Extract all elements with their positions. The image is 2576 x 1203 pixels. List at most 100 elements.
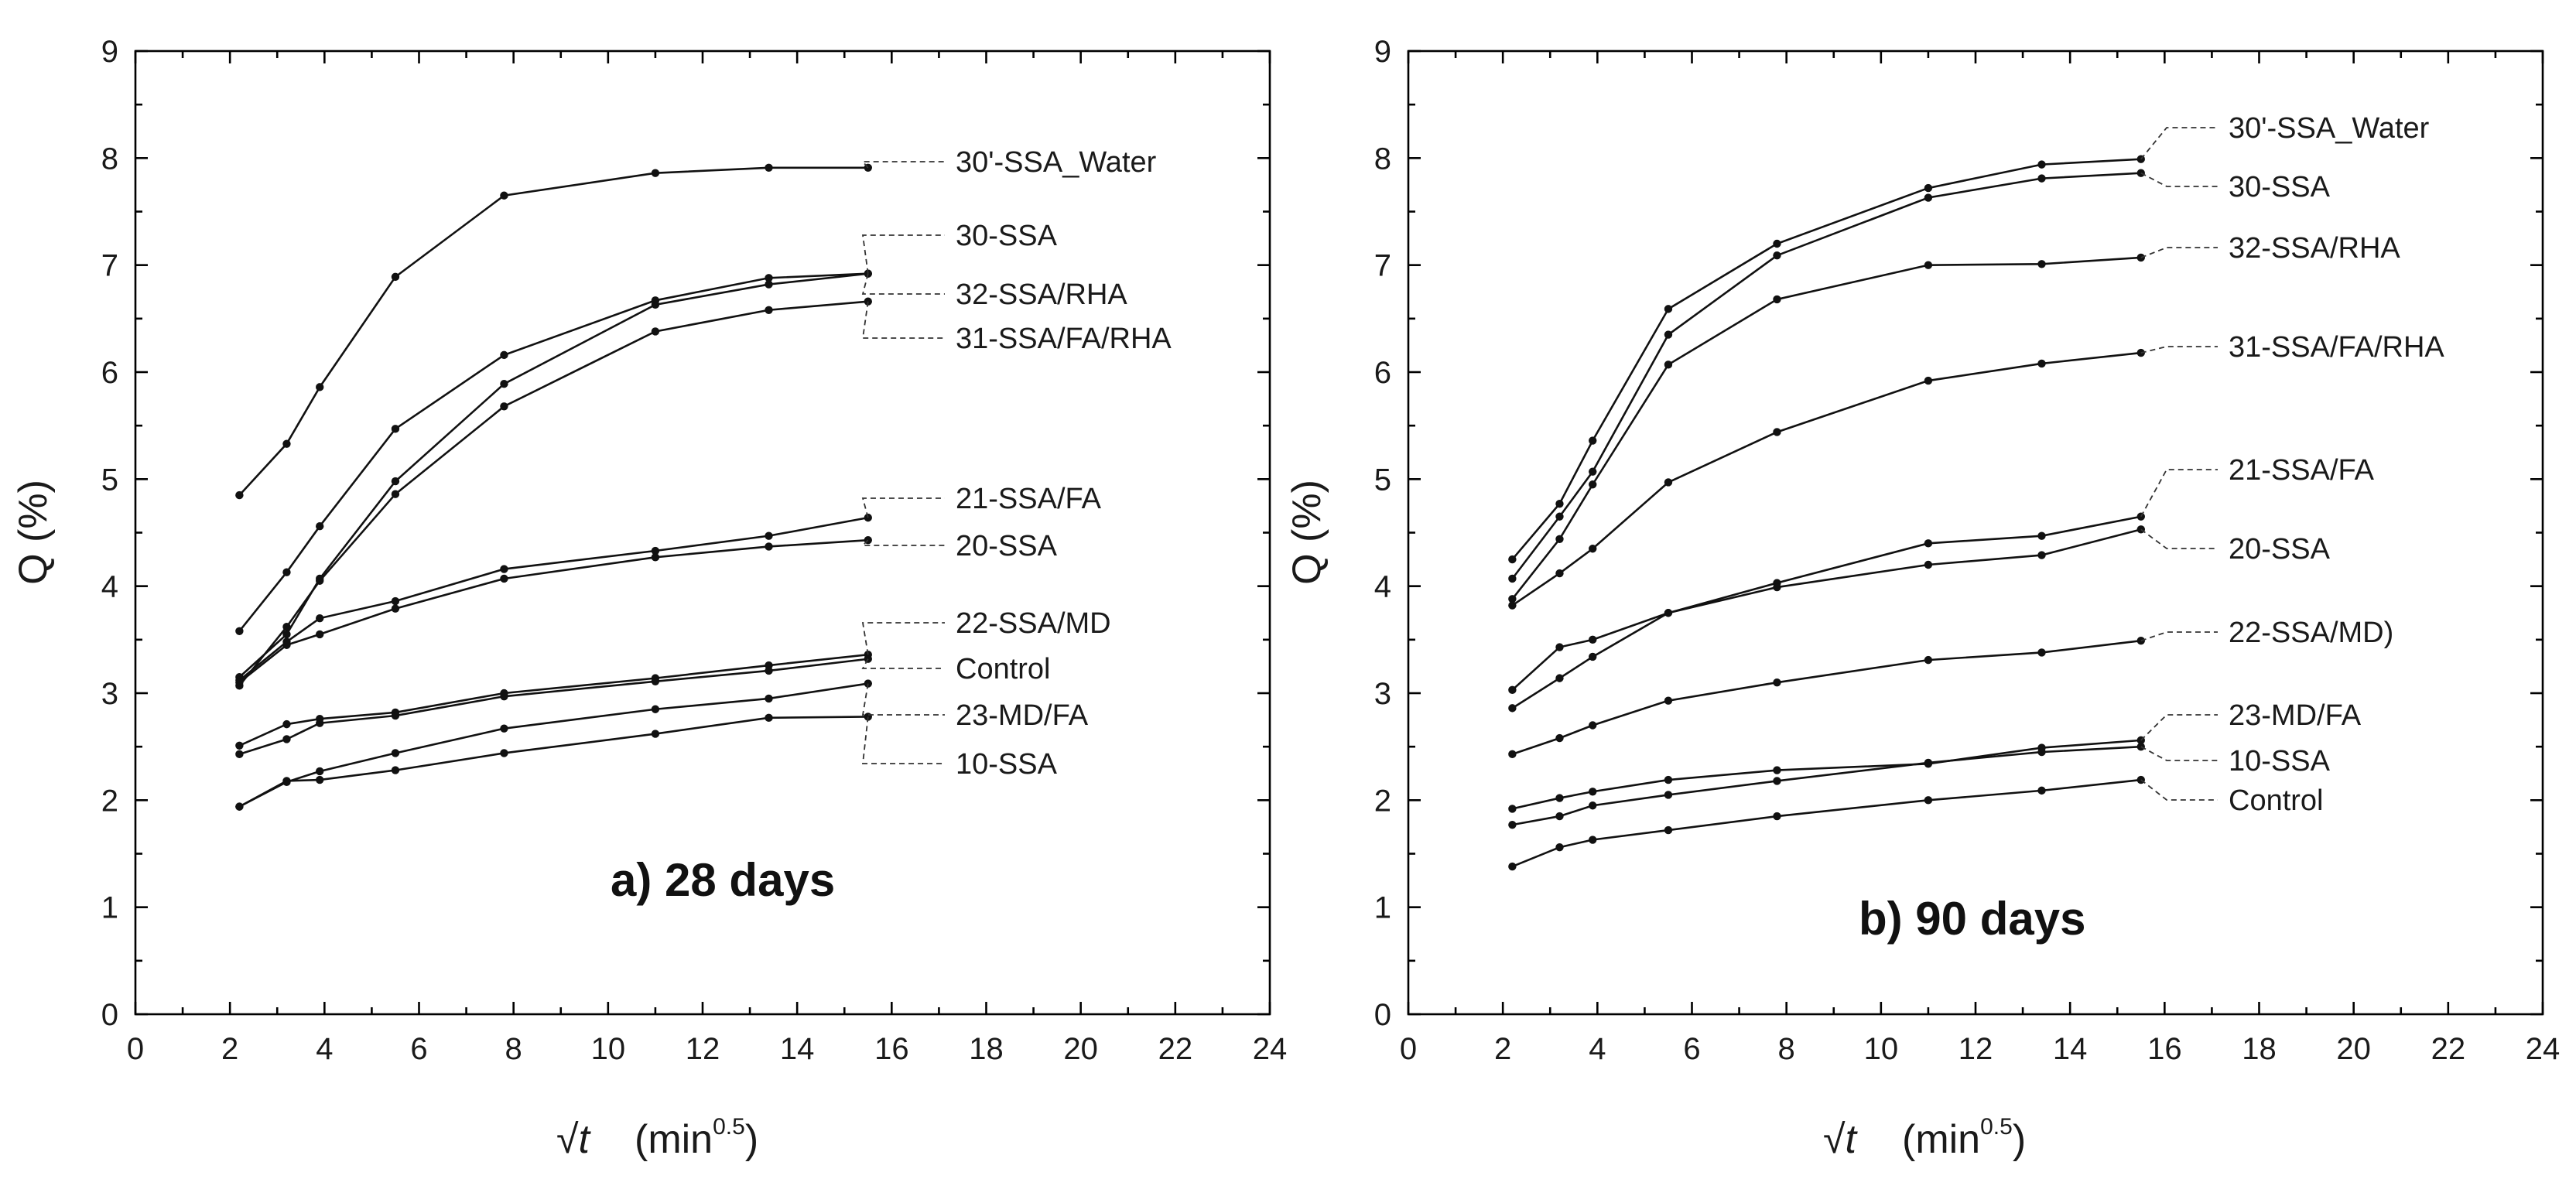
data-point — [1508, 574, 1517, 583]
y-ticks: 0 1 2 3 4 5 6 7 8 9 — [101, 35, 1270, 1032]
x-tick-label: 6 — [1683, 1032, 1700, 1066]
y-tick-label: 9 — [101, 35, 118, 69]
data-point — [1555, 512, 1564, 521]
series-line — [1511, 528, 2142, 709]
data-point — [500, 724, 508, 733]
data-point — [1664, 696, 1673, 705]
series-line — [238, 272, 868, 632]
data-point — [765, 163, 773, 172]
data-point — [2037, 359, 2046, 368]
series-label: 22-SSA/MD — [956, 607, 1111, 640]
series-line — [238, 516, 869, 682]
data-point — [316, 630, 324, 639]
data-point — [391, 711, 400, 720]
series-leader-line — [861, 273, 945, 295]
data-point — [282, 641, 291, 649]
series-label: 10-SSA — [2229, 745, 2331, 778]
data-point — [391, 490, 400, 498]
data-point — [391, 477, 400, 486]
data-point — [651, 730, 660, 738]
y-tick-label: 4 — [1374, 570, 1391, 604]
data-point — [1555, 843, 1564, 852]
panel-title: a) 28 days — [611, 854, 835, 906]
x-tick-label: 20 — [1063, 1032, 1098, 1066]
data-point — [651, 546, 660, 555]
data-point — [500, 350, 508, 360]
series-line — [238, 682, 868, 808]
data-point — [1508, 805, 1517, 813]
data-point — [864, 513, 872, 522]
x-tick-label: 0 — [1400, 1032, 1417, 1066]
series-leader-line — [2140, 346, 2218, 354]
series-line — [1512, 739, 2141, 810]
series-line — [238, 658, 868, 756]
series-label: 32-SSA/RHA — [2229, 232, 2400, 265]
data-point — [500, 749, 508, 757]
x-axis-unit-sup: 0.5 — [713, 1114, 745, 1140]
series-label: 23-MD/FA — [2229, 699, 2362, 732]
x-tick-label: 12 — [1959, 1032, 1993, 1066]
y-tick-label: 4 — [101, 570, 118, 604]
x-tick-label: 14 — [2053, 1032, 2088, 1066]
data-point — [2037, 648, 2046, 657]
y-tick-label: 6 — [101, 356, 118, 390]
series-line — [1512, 745, 2141, 826]
data-point — [1664, 305, 1673, 313]
data-point — [765, 531, 773, 540]
data-point — [500, 574, 508, 583]
y-tick-label: 0 — [1374, 998, 1391, 1032]
y-tick-label: 3 — [101, 677, 118, 711]
data-point — [1508, 601, 1517, 610]
y-tick-label: 8 — [101, 142, 118, 176]
data-point — [765, 274, 773, 282]
series-label: 21-SSA/FA — [2229, 454, 2375, 487]
x-tick-label: 10 — [1864, 1032, 1899, 1066]
data-point — [282, 719, 291, 729]
series-lines — [1508, 155, 2145, 871]
x-tick-label: 18 — [2242, 1032, 2277, 1066]
data-point — [1589, 801, 1597, 810]
data-point — [2037, 174, 2046, 183]
data-point — [235, 750, 244, 759]
series-line — [1511, 351, 2141, 607]
data-point — [765, 694, 773, 703]
data-point — [2037, 260, 2046, 268]
series-line — [238, 166, 868, 496]
series-label: 31-SSA/FA/RHA — [956, 323, 1172, 355]
data-point — [1508, 595, 1517, 603]
series-leader-line — [2140, 714, 2218, 741]
series-leader-line — [860, 539, 945, 546]
data-point — [500, 380, 508, 388]
data-point — [651, 327, 660, 336]
data-point — [391, 596, 400, 606]
data-point — [1555, 569, 1564, 578]
series-labels: 30'-SSA_Water 30-SSA 32-SSA/RHA 31-SSA/FA/R… — [2140, 112, 2444, 817]
series-leader-line — [861, 234, 945, 274]
data-point — [1589, 652, 1597, 661]
data-point — [316, 775, 324, 784]
data-point — [1664, 330, 1673, 339]
data-point — [651, 300, 660, 309]
data-point — [864, 679, 872, 688]
x-tick-label: 24 — [2526, 1032, 2561, 1066]
x-axis-unit-text: (min — [1902, 1117, 1980, 1162]
x-tick-label: 8 — [1778, 1032, 1795, 1066]
data-point — [1508, 704, 1517, 713]
data-point — [1589, 635, 1597, 644]
data-point — [1773, 812, 1781, 821]
data-point — [1773, 777, 1781, 785]
series-label: 10-SSA — [956, 748, 1058, 781]
data-point — [1664, 775, 1673, 784]
data-point — [500, 565, 508, 573]
series-label: 32-SSA/RHA — [956, 279, 1127, 311]
data-point — [1664, 478, 1673, 487]
data-point — [1508, 750, 1517, 759]
data-point — [316, 383, 324, 391]
data-point — [1555, 535, 1564, 543]
series-line — [238, 653, 868, 747]
data-point — [282, 568, 291, 576]
data-point — [391, 766, 400, 774]
data-point — [282, 630, 291, 639]
x-ticks: 0 2 4 6 8 10 12 14 16 18 20 22 24 — [1400, 51, 2560, 1066]
x-tick-label: 16 — [2147, 1032, 2182, 1066]
